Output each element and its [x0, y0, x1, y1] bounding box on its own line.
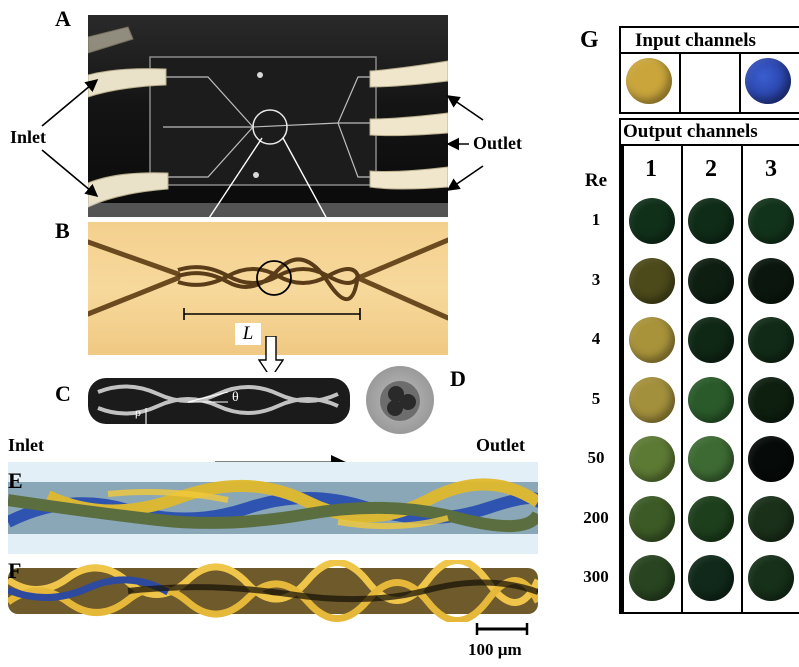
output-channels-header-text: Output channels: [623, 121, 758, 142]
output-dot-row4-col1: [629, 376, 675, 423]
input-dot-1: [626, 58, 672, 104]
rho-symbol: ρ: [135, 405, 141, 419]
output-dot-row2-col2: [688, 257, 734, 304]
column-header-1: 1: [645, 156, 657, 182]
mixing-drawing-f: [5, 557, 542, 624]
output-dot-row7-col3: [748, 555, 794, 601]
theta-symbol: θ: [232, 390, 239, 405]
cross-section-drawing: [380, 381, 420, 421]
output-dot-row3-col3: [748, 317, 794, 363]
output-dot-row7-col2: [688, 555, 734, 601]
grid-vline-3: [741, 146, 743, 612]
panel-label-f: F: [8, 558, 22, 583]
input-dot-3: [745, 58, 791, 104]
input-channels-table: Input channels: [619, 26, 799, 114]
device-photo: [87, 15, 449, 217]
re-row-label: 5: [591, 388, 601, 408]
output-dot-row1-col2: [688, 198, 734, 244]
device-photo-drawing: [87, 26, 449, 217]
output-channels-header-box: Output channels: [619, 118, 799, 146]
panel-label-d: D: [450, 366, 466, 391]
panel-label-c: C: [55, 381, 71, 406]
re-row-label: 1: [591, 210, 601, 229]
scale-bar-label: 100 µm: [468, 640, 522, 659]
re-row-label: 200: [583, 507, 609, 527]
inlet-outlet-arrows: [41, 78, 484, 230]
helix-drawing: ρ θ: [88, 378, 350, 426]
re-row-label: 3: [591, 269, 601, 289]
panel-label-e: E: [8, 468, 23, 493]
re-row-label: 50: [587, 448, 605, 467]
inlet-label-a: Inlet: [10, 127, 46, 147]
grid-vline-1: [621, 146, 624, 612]
re-header: Re: [584, 170, 608, 191]
output-dot-row2-col1: [629, 257, 675, 304]
input-channels-header-text: Input channels: [635, 30, 756, 51]
mixing-drawing-e: [5, 478, 546, 534]
column-header-2: 2: [705, 156, 717, 182]
mixing-photo-f: [5, 557, 542, 624]
output-dot-row6-col2: [688, 495, 734, 542]
input-channels-header: Input channels: [621, 28, 799, 54]
output-dot-row1-col3: [748, 198, 794, 244]
cross-section-photo: [366, 366, 434, 434]
input-cell-1: [621, 54, 681, 112]
output-dot-row5-col3: [748, 436, 794, 482]
output-dot-row5-col1: [629, 436, 675, 482]
output-dot-row7-col1: [629, 555, 675, 601]
output-dot-row2-col3: [748, 257, 794, 304]
re-row-label: 4: [591, 329, 601, 348]
output-dot-row4-col2: [688, 376, 734, 423]
panel-label-b: B: [55, 218, 70, 243]
inlet-label-e: Inlet: [8, 435, 44, 455]
twisted-channel-drawing: [85, 237, 451, 321]
down-arrow-icon: [258, 336, 284, 380]
output-grid: [619, 146, 799, 614]
output-dot-row6-col1: [629, 495, 675, 542]
output-dot-row5-col2: [688, 436, 734, 482]
output-dot-row6-col3: [748, 495, 794, 542]
outlet-label-e: Outlet: [476, 435, 525, 455]
outlet-label-a: Outlet: [473, 133, 522, 153]
output-dot-row1-col1: [629, 198, 675, 244]
mixing-photo-e: [5, 462, 546, 554]
re-row-label: 300: [583, 567, 609, 586]
twisted-channel-photo: [85, 222, 451, 355]
panel-label-a: A: [55, 6, 71, 31]
input-cell-2: [681, 54, 741, 112]
output-channels-header: Output channels: [621, 120, 799, 144]
scale-bar: [475, 623, 529, 635]
output-dot-row4-col3: [748, 376, 794, 423]
panel-label-g: G: [580, 27, 599, 53]
output-dot-row3-col1: [629, 317, 675, 363]
output-dot-row3-col2: [688, 317, 734, 363]
helix-closeup: ρ θ: [88, 372, 350, 430]
length-label: L: [235, 323, 261, 345]
grid-vline-2: [681, 146, 683, 612]
length-label-text: L: [242, 323, 254, 344]
column-header-3: 3: [765, 156, 777, 182]
